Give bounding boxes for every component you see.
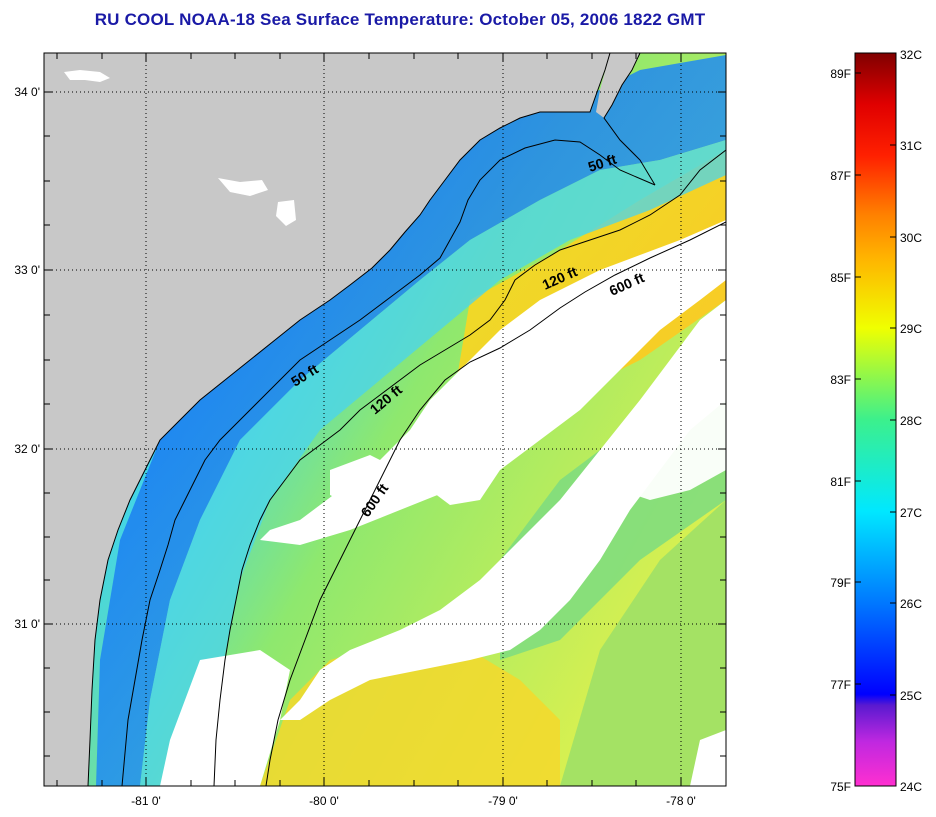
colorbar-label-87f: 87F (830, 169, 851, 183)
colorbar-label-28c: 28C (900, 414, 922, 428)
lon-label-78: -78 0' (666, 794, 696, 808)
colorbar-label-26c: 26C (900, 597, 922, 611)
map-title: RU COOL NOAA-18 Sea Surface Temperature:… (94, 10, 706, 29)
coastline (87, 53, 611, 786)
lat-label-34: 34 0' (14, 85, 40, 99)
colorbar-label-31c: 31C (900, 139, 922, 153)
nearshore-cold (96, 55, 726, 786)
lon-label-81: -81 0' (131, 794, 161, 808)
lat-label-31: 31 0' (14, 617, 40, 631)
cloud-cover (160, 220, 726, 786)
isobath-120ft (213, 149, 726, 786)
isobath-600ft (265, 221, 726, 786)
colorbar-label-32c: 32C (900, 48, 922, 62)
colorbar-label-24c: 24C (900, 780, 922, 794)
colorbar-label-27c: 27C (900, 506, 922, 520)
colorbar-label-89f: 89F (830, 67, 851, 81)
land-north (596, 53, 640, 118)
axis-ticks (44, 53, 726, 786)
land (44, 53, 610, 786)
lat-label-33: 33 0' (14, 263, 40, 277)
inland-water (64, 70, 296, 226)
colorbar-ticks-celsius (890, 144, 896, 696)
colorbar: 32C 31C 30C 29C 28C 27C 26C 25C 24C 89F … (830, 48, 922, 794)
colorbar-label-77f: 77F (830, 678, 851, 692)
colorbar-gradient (854, 52, 897, 787)
colorbar-label-79f: 79F (830, 576, 851, 590)
green-band (560, 500, 726, 786)
colorbar-label-75f: 75F (830, 780, 851, 794)
colorbar-label-81f: 81F (830, 475, 851, 489)
colorbar-label-85f: 85F (830, 271, 851, 285)
lat-label-32: 32 0' (14, 442, 40, 456)
colorbar-label-83f: 83F (830, 373, 851, 387)
map-panel[interactable]: 50 ft 120 ft 600 ft 50 ft 120 ft 600 ft (44, 53, 726, 786)
colorbar-label-29c: 29C (900, 322, 922, 336)
map-border (43, 52, 727, 787)
lon-label-80: -80 0' (309, 794, 339, 808)
colorbar-ticks-fahrenheit (855, 72, 861, 685)
graticule (44, 53, 726, 786)
isobath-50ft (121, 139, 656, 786)
colorbar-label-25c: 25C (900, 689, 922, 703)
colorbar-label-30c: 30C (900, 231, 922, 245)
lon-label-79: -79 0' (488, 794, 518, 808)
coastline-north (603, 53, 656, 186)
